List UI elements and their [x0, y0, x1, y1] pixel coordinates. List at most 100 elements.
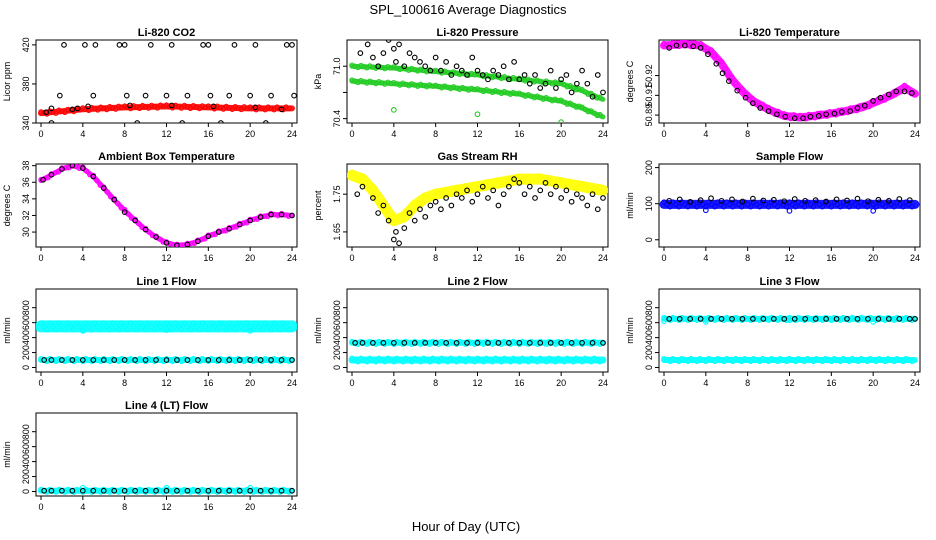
data-point [253, 320, 259, 326]
y-axis-label: degrees C [2, 184, 12, 226]
data-point [291, 92, 297, 99]
data-point [719, 70, 726, 77]
x-tick-label: 0 [38, 378, 43, 388]
data-point [801, 358, 808, 365]
chart-panel-5: Gas Stream RH percent 0 4 8 12 16 20 24 1.65 1.75 [313, 151, 609, 263]
data-point [367, 63, 373, 69]
data-point [506, 339, 512, 346]
data-point [247, 487, 254, 494]
data-point [501, 88, 508, 95]
x-tick-label: 4 [80, 502, 85, 512]
data-point [837, 204, 843, 210]
y-tick-label: 1.65 [332, 223, 342, 241]
data-point [891, 358, 897, 365]
data-point [534, 341, 540, 347]
data-point [477, 72, 484, 78]
data-point [370, 195, 376, 201]
data-point [534, 173, 540, 179]
data-point [807, 113, 814, 120]
data-point [261, 213, 267, 219]
data-point [490, 67, 497, 74]
data-point [77, 357, 83, 363]
data-point [65, 320, 71, 326]
data-point [406, 210, 413, 216]
data-point [906, 357, 912, 363]
data-point [110, 320, 116, 326]
data-point [202, 488, 209, 494]
data-point [750, 316, 756, 322]
data-point [506, 183, 512, 190]
data-point [357, 50, 364, 56]
x-tick-label: 4 [391, 129, 396, 139]
data-point [188, 240, 194, 247]
data-point [555, 338, 561, 345]
x-tick-label: 16 [203, 502, 213, 512]
data-point [589, 339, 596, 346]
data-point [205, 103, 212, 109]
data-point [521, 72, 528, 78]
data-point [444, 84, 451, 91]
y-tick-label: 71.0 [332, 57, 342, 75]
data-point [873, 204, 879, 210]
x-tick-label: 12 [784, 378, 794, 388]
data-point [500, 191, 507, 198]
data-point [236, 487, 243, 494]
data-point [597, 111, 603, 118]
data-point [38, 356, 44, 362]
y-tick-label: 0 [21, 489, 31, 494]
data-point [909, 204, 915, 210]
data-band [347, 169, 608, 227]
data-point [195, 238, 201, 245]
data-point [715, 356, 721, 362]
data-point [48, 120, 55, 123]
data-point [205, 233, 212, 240]
data-point [579, 339, 585, 346]
data-point [842, 108, 848, 114]
data-point [886, 91, 892, 98]
data-point [443, 339, 449, 346]
data-point [828, 358, 835, 365]
data-point [708, 195, 714, 202]
data-point [429, 338, 436, 345]
data-point [56, 107, 62, 113]
data-point [289, 357, 295, 363]
data-point [855, 204, 861, 210]
data-point [174, 487, 180, 494]
data-point [259, 105, 265, 112]
data-point [111, 196, 118, 203]
data-point [235, 105, 241, 111]
data-point [537, 187, 544, 194]
data-point [896, 196, 903, 202]
data-point [891, 317, 897, 323]
data-point [825, 316, 832, 322]
data-point [738, 358, 745, 365]
data-point [160, 358, 167, 365]
data-point [153, 487, 159, 494]
data-point [142, 327, 149, 333]
data-point [564, 101, 570, 107]
chart-title: Li-820 CO2 [138, 27, 195, 39]
data-point [256, 104, 262, 110]
data-point [41, 175, 48, 182]
data-point [139, 357, 146, 363]
y-tick-label: 380 [21, 76, 31, 91]
data-point [118, 104, 125, 111]
data-point [352, 63, 358, 70]
data-point [187, 105, 194, 111]
data-point [486, 73, 493, 79]
data-point [174, 242, 180, 247]
data-point [401, 339, 408, 346]
data-point [474, 339, 481, 346]
data-point [393, 229, 399, 235]
data-point [214, 358, 220, 365]
data-point [380, 199, 387, 206]
data-point [432, 54, 439, 61]
data-point [708, 316, 714, 322]
data-point [486, 88, 493, 94]
data-point [286, 327, 292, 333]
data-point [492, 87, 499, 94]
x-tick-label: 20 [245, 378, 255, 388]
series-group [36, 320, 297, 365]
data-point [697, 197, 704, 203]
data-point [854, 195, 861, 202]
